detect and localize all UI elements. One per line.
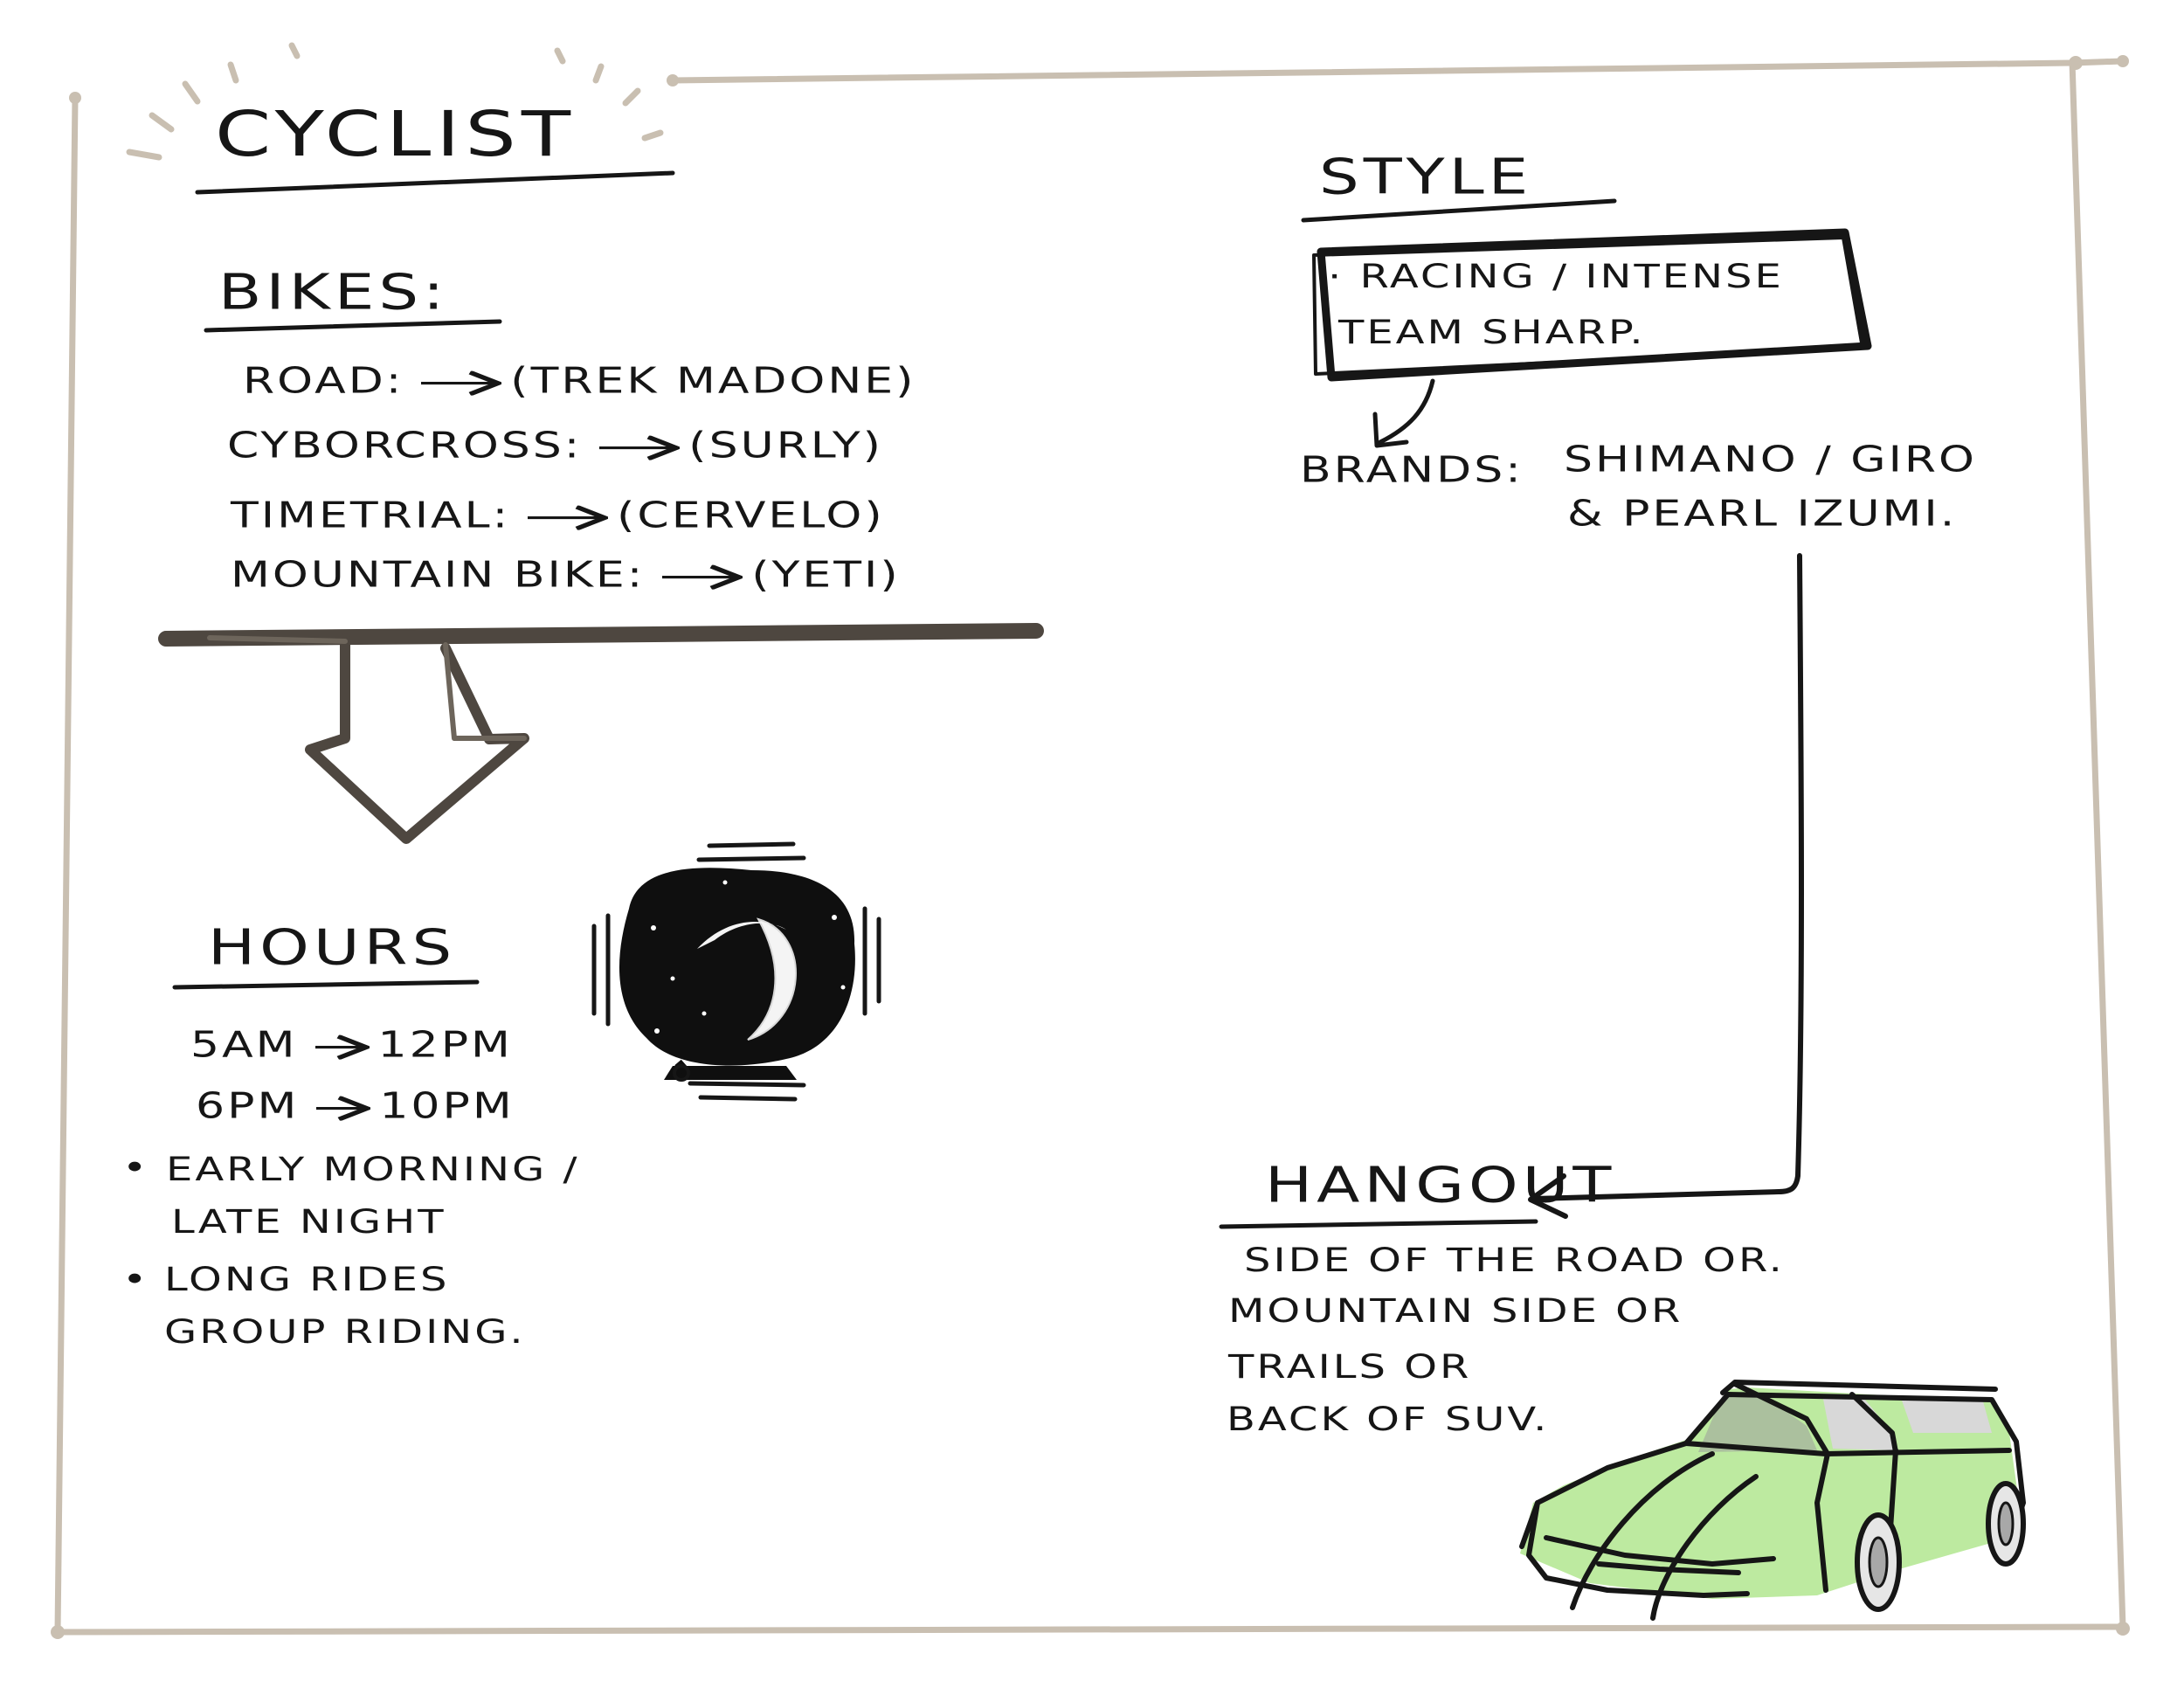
brands-line: & Pearl Izumi. xyxy=(1567,493,1958,535)
hours-bullet-line: Late Night xyxy=(171,1202,446,1242)
brands-label: Brands: xyxy=(1300,449,1524,491)
style-heading: Style xyxy=(1319,148,1533,205)
arrow-icon xyxy=(528,506,608,530)
arrow-icon xyxy=(662,565,743,590)
bike-brand: (Surly) xyxy=(688,425,883,467)
moon-sketch-icon xyxy=(591,841,881,1102)
bikes-to-hours-arrow xyxy=(158,623,1044,844)
heading-underlines xyxy=(172,170,1617,1229)
arrow-icon xyxy=(599,436,680,460)
style-box-line: Team Sharp. xyxy=(1338,313,1646,352)
bike-type: Cyborcross: xyxy=(227,425,583,467)
title-sparkle xyxy=(126,42,664,161)
style-box-line: · Racing / Intense xyxy=(1328,257,1784,296)
bike-type: Timetrial: xyxy=(231,495,511,536)
hangout-line: Mountain side or xyxy=(1228,1291,1683,1331)
style-to-brands-arrowhead xyxy=(1372,412,1409,448)
bike-row-road: Road: (Trek Madone) xyxy=(243,363,916,399)
hangout-line: Back of SUV. xyxy=(1227,1400,1550,1439)
page-title: Cyclist xyxy=(215,97,577,171)
hours-end: 12pm xyxy=(377,1024,513,1066)
bullet-dot: • xyxy=(122,1148,150,1187)
bikes-heading: Bikes: xyxy=(218,263,449,321)
hours-bullet-line: Group Riding. xyxy=(164,1312,526,1352)
bike-brand: (Trek Madone) xyxy=(510,360,916,402)
style-box xyxy=(1312,228,1872,382)
arrow-icon xyxy=(316,1097,370,1121)
hours-bullet-line: Early Morning / xyxy=(166,1150,580,1189)
hours-row-evening: 6pm 10pm xyxy=(196,1089,515,1124)
hangout-line: Side of the road or. xyxy=(1244,1241,1785,1280)
bike-brand: (Cervelo) xyxy=(617,495,885,536)
brands-to-hangout-connector xyxy=(1531,553,1804,1201)
page-frame xyxy=(51,55,2130,1639)
bike-type: Road: xyxy=(243,360,404,402)
hours-bullet-line: Long Rides xyxy=(164,1260,450,1299)
bullet-dot: • xyxy=(122,1260,150,1299)
bike-brand: (Yeti) xyxy=(751,554,901,596)
brands-line: Shimano / Giro xyxy=(1564,439,1977,481)
hours-heading: Hours xyxy=(208,918,457,976)
bike-row-cyborcross: Cyborcross: (Surly) xyxy=(227,428,883,464)
hangout-heading: Hangout xyxy=(1265,1156,1616,1214)
bike-row-timetrial: Timetrial: (Cervelo) xyxy=(231,498,885,534)
brands-to-hangout-arrowhead xyxy=(1528,1173,1568,1219)
hangout-line: Trails or xyxy=(1228,1347,1472,1387)
hours-row-morning: 5am 12pm xyxy=(190,1027,513,1063)
arrow-icon xyxy=(314,1035,370,1060)
suv-sketch-icon xyxy=(1519,1380,2026,1621)
arrow-icon xyxy=(421,371,501,396)
bike-row-mountain: Mountain Bike: (Yeti) xyxy=(231,557,901,593)
style-to-brands-arrow xyxy=(1378,378,1435,445)
hours-start: 6pm xyxy=(196,1085,300,1127)
hours-start: 5am xyxy=(190,1024,298,1066)
hours-end: 10pm xyxy=(379,1085,515,1127)
bike-type: Mountain Bike: xyxy=(231,554,646,596)
